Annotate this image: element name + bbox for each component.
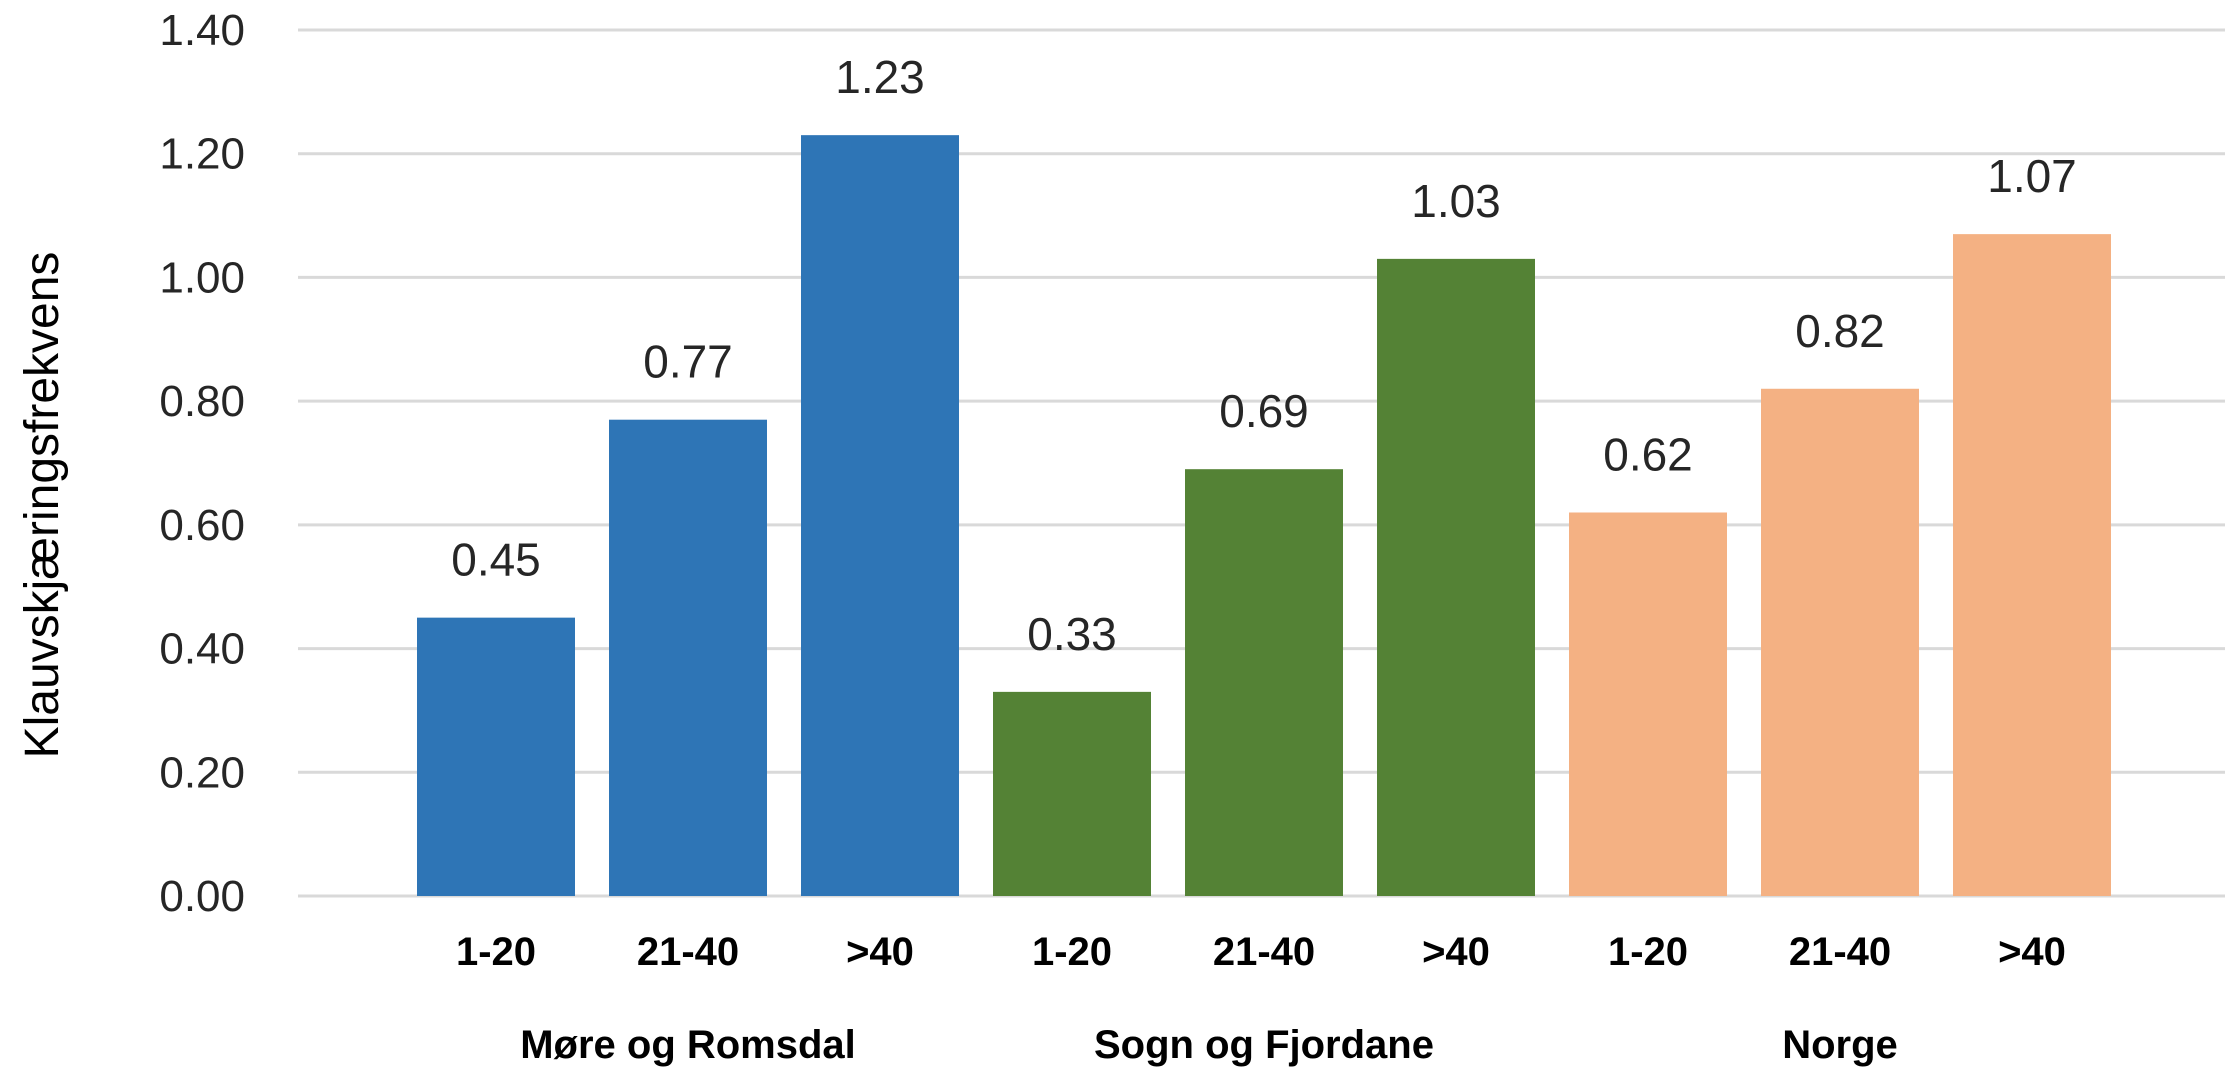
data-label: 0.69 xyxy=(1219,385,1309,437)
data-label: 1.23 xyxy=(835,51,925,103)
category-label: >40 xyxy=(846,930,914,974)
data-labels: 0.45 0.77 1.23 0.33 0.69 1.03 0.62 0.82 1.07 xyxy=(451,51,2077,660)
category-label: 21-40 xyxy=(1213,930,1315,974)
bar xyxy=(801,135,959,896)
bar xyxy=(1377,258,1535,896)
bars xyxy=(417,135,2111,897)
y-tick-label: 0.60 xyxy=(159,501,245,550)
bar xyxy=(993,691,1151,896)
data-label: 1.07 xyxy=(1987,150,2077,202)
category-label: 1-20 xyxy=(1032,930,1112,974)
bar xyxy=(1185,469,1343,896)
group-labels: Møre og Romsdal Sogn og Fjordane Norge xyxy=(520,1023,1898,1067)
bar xyxy=(417,617,575,896)
data-label: 1.03 xyxy=(1411,175,1501,227)
category-label: >40 xyxy=(1422,930,1490,974)
category-label: 21-40 xyxy=(1789,930,1891,974)
y-tick-label: 0.40 xyxy=(159,625,245,674)
group-label: Møre og Romsdal xyxy=(520,1023,856,1067)
y-axis-title: Klauvskjæringsfrekvens xyxy=(16,252,69,759)
y-axis-ticks: 0.00 0.20 0.40 0.60 0.80 1.00 1.20 1.40 xyxy=(159,6,245,921)
data-label: 0.62 xyxy=(1603,428,1693,480)
y-tick-label: 0.20 xyxy=(159,748,245,797)
y-tick-label: 1.00 xyxy=(159,253,245,302)
data-label: 0.45 xyxy=(451,534,541,586)
y-tick-label: 1.20 xyxy=(159,130,245,179)
bar xyxy=(1569,512,1727,896)
y-tick-label: 0.00 xyxy=(159,872,245,921)
bar xyxy=(1953,234,2111,897)
data-label: 0.82 xyxy=(1795,305,1885,357)
bar xyxy=(1761,388,1919,896)
y-tick-label: 1.40 xyxy=(159,6,245,55)
data-label: 0.33 xyxy=(1027,608,1117,660)
group-label: Sogn og Fjordane xyxy=(1094,1023,1434,1067)
category-label: 1-20 xyxy=(456,930,536,974)
bar xyxy=(609,419,767,896)
category-label: >40 xyxy=(1998,930,2066,974)
data-label: 0.77 xyxy=(643,336,733,388)
y-tick-label: 0.80 xyxy=(159,377,245,426)
category-label: 21-40 xyxy=(637,930,739,974)
category-label: 1-20 xyxy=(1608,930,1688,974)
group-label: Norge xyxy=(1782,1023,1898,1067)
category-labels: 1-20 21-40 >40 1-20 21-40 >40 1-20 21-40 >40 xyxy=(456,930,2066,974)
